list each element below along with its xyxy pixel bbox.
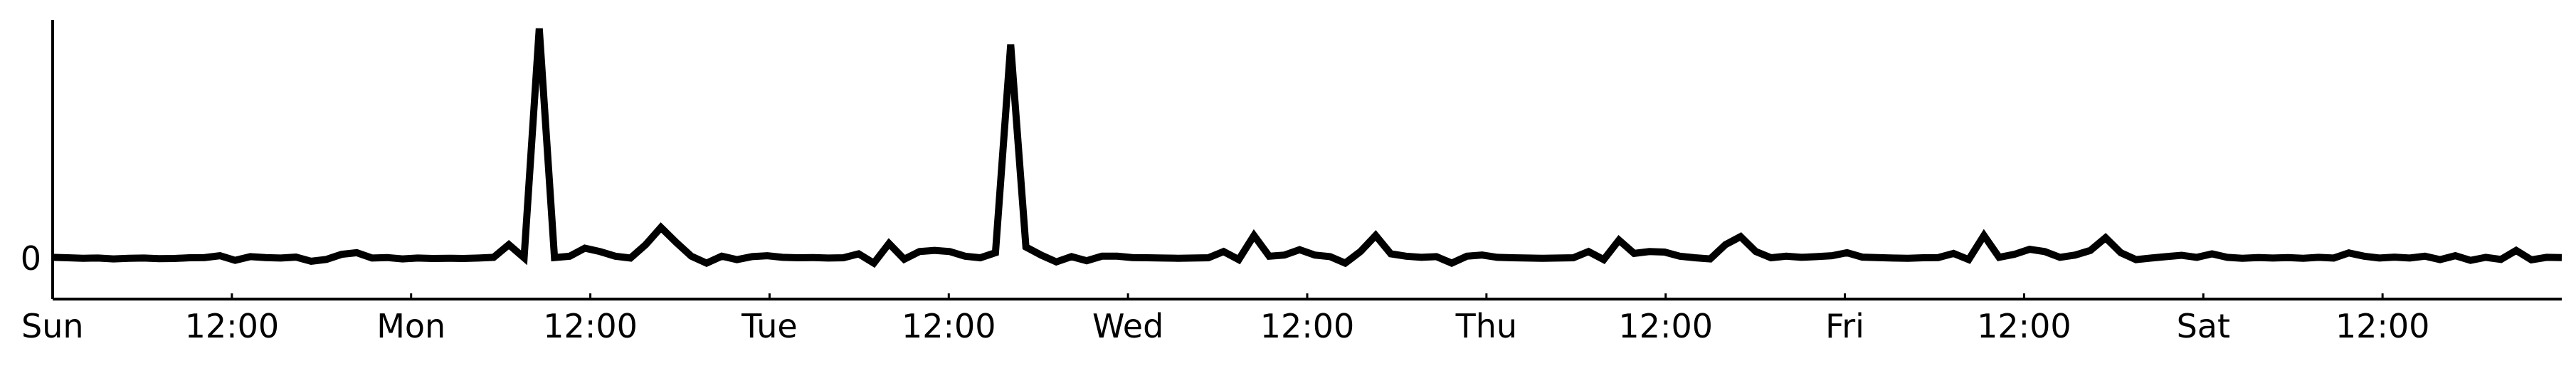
y-tick-label: 0 bbox=[21, 239, 41, 278]
x-tick-label: 12:00 bbox=[1977, 307, 2071, 345]
x-tick-label: 12:00 bbox=[1618, 307, 1713, 345]
x-tick-label: 12:00 bbox=[185, 307, 280, 345]
x-tick-label: 12:00 bbox=[1260, 307, 1355, 345]
series-line bbox=[52, 28, 2562, 268]
x-tick-label: 12:00 bbox=[543, 307, 638, 345]
x-tick-label: Thu bbox=[1455, 307, 1517, 345]
x-tick-label: Mon bbox=[376, 307, 445, 345]
x-tick-label: Sun bbox=[21, 307, 84, 345]
x-tick-label: Tue bbox=[741, 307, 798, 345]
x-tick-label: 12:00 bbox=[902, 307, 996, 345]
x-tick-group: Sun 12:00 Mon 12:00 Tue 12:00 Wed 12:00 Thu 12:00… bbox=[21, 293, 2429, 345]
x-tick-label: 12:00 bbox=[2335, 307, 2430, 345]
y-tick-group: 0 bbox=[21, 239, 58, 278]
x-tick-label: Sat bbox=[2177, 307, 2230, 345]
x-tick-label: Wed bbox=[1092, 307, 1163, 345]
x-tick-label: Fri bbox=[1825, 307, 1864, 345]
